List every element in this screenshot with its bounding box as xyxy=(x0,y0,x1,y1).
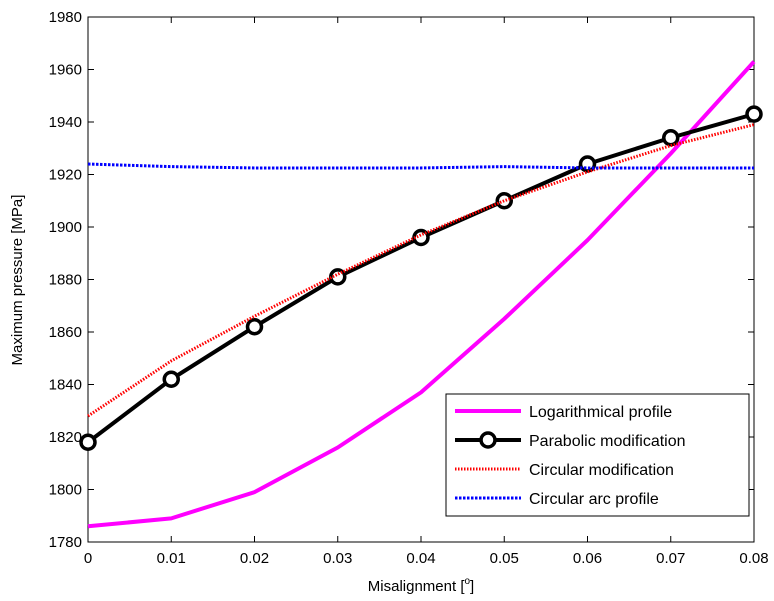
y-tick-label: 1840 xyxy=(49,377,82,394)
series-layer xyxy=(79,60,763,529)
legend-marker xyxy=(479,431,497,449)
y-tick-label: 1800 xyxy=(49,482,82,499)
legend-box xyxy=(445,393,750,517)
series-line-circular-arc-profile xyxy=(87,162,754,170)
y-tick-label: 1780 xyxy=(49,534,82,551)
y-tick-label: 1880 xyxy=(49,272,82,289)
x-tick-labels: 0 0.01 0.02 0.03 0.04 0.05 0.06 0.07 0.08 xyxy=(84,550,769,567)
data-point-marker xyxy=(162,370,180,388)
legend: Logarithmical profile Parabolic modificat… xyxy=(445,393,750,517)
data-point-marker xyxy=(495,192,513,210)
x-tick-label: 0 xyxy=(84,550,92,567)
axis-ticks xyxy=(87,16,755,543)
data-point-marker xyxy=(79,433,97,451)
series-line-logarithmical-profile xyxy=(87,60,756,529)
legend-label: Parabolic modification xyxy=(529,433,686,450)
x-axis-title: Misalignment [o] xyxy=(368,576,474,595)
y-tick-labels: 1780 1800 1820 1840 1860 1880 1900 1920 1940 1960… xyxy=(49,9,82,551)
x-tick-label: 0.01 xyxy=(157,550,186,567)
y-tick-label: 1900 xyxy=(49,219,82,236)
y-tick-label: 1960 xyxy=(49,62,82,79)
y-tick-label: 1820 xyxy=(49,429,82,446)
data-point-marker xyxy=(745,105,763,123)
legend-label: Logarithmical profile xyxy=(529,404,672,421)
x-tick-label: 0.02 xyxy=(240,550,269,567)
x-tick-label: 0.07 xyxy=(656,550,685,567)
y-axis-title: Maximum pressure [MPa] xyxy=(9,195,26,366)
y-tick-label: 1860 xyxy=(49,324,82,341)
legend-label: Circular modification xyxy=(529,462,674,479)
x-tick-label: 0.03 xyxy=(323,550,352,567)
data-point-marker xyxy=(245,318,264,336)
x-tick-label: 0.04 xyxy=(406,550,435,567)
data-point-marker xyxy=(329,268,347,286)
x-tick-label: 0.05 xyxy=(490,550,519,567)
series-line-circular-modification xyxy=(87,123,755,418)
y-tick-label: 1980 xyxy=(49,9,82,26)
legend-items: Logarithmical profile Parabolic modificat… xyxy=(455,404,686,508)
data-point-marker xyxy=(662,129,680,147)
x-tick-label: 0.06 xyxy=(573,550,602,567)
y-tick-label: 1940 xyxy=(49,114,82,131)
legend-label: Circular arc profile xyxy=(529,491,659,508)
y-tick-label: 1920 xyxy=(49,167,82,184)
x-tick-label: 0.08 xyxy=(739,550,768,567)
